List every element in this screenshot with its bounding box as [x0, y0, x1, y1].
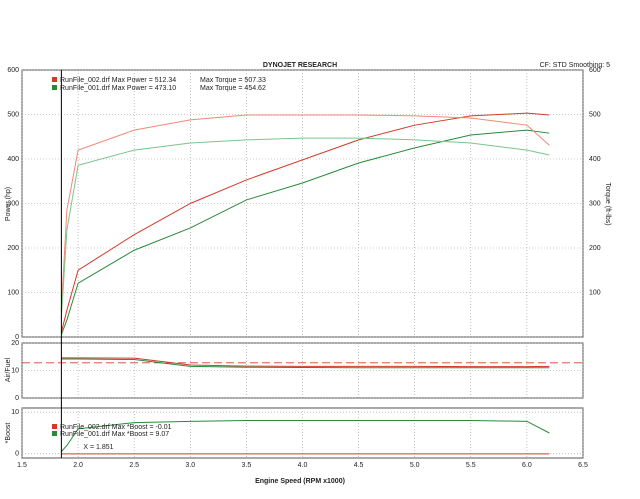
y-tick-label: 0 [15, 334, 19, 341]
y-tick-label: 10 [11, 409, 19, 416]
legend-entry: RunFile_002.drf Max Power = 512.34 [60, 77, 176, 84]
x-tick-label: 3.5 [242, 462, 252, 469]
x-tick-label: 2.5 [129, 462, 139, 469]
legend-swatch [52, 85, 57, 90]
y2-tick-label: 600 [589, 67, 601, 74]
legend-entry: Max Torque = 454.62 [200, 85, 266, 92]
x-tick-label: 4.5 [354, 462, 364, 469]
series-line [60, 129, 550, 335]
series-line [60, 114, 550, 311]
y2-tick-label: 200 [589, 245, 601, 252]
x-tick-label: 1.5 [17, 462, 27, 469]
y-tick-label: 0 [15, 395, 19, 402]
y-tick-label: 0 [15, 451, 19, 458]
legend-swatch [52, 431, 57, 436]
legend-swatch [52, 424, 57, 429]
y-tick-label: 100 [7, 289, 19, 296]
y2-tick-label: 400 [589, 156, 601, 163]
cursor-label: X = 1.851 [83, 444, 113, 451]
chart-subtitle: CF: STD Smoothing: 5 [540, 62, 611, 69]
legend-entry: Max Torque = 507.33 [200, 77, 266, 84]
y-tick-label: 300 [7, 200, 19, 207]
x-tick-label: 6.0 [522, 462, 532, 469]
chart-title: DYNOJET RESEARCH [263, 62, 337, 69]
legend-entry: RunFile_001.drf Max Power = 473.10 [60, 85, 176, 92]
x-axis-title: Engine Speed (RPM x1000) [255, 478, 345, 485]
x-tick-label: 6.5 [578, 462, 588, 469]
legend-swatch [52, 77, 57, 82]
series-line [60, 137, 550, 320]
y2-tick-label: 500 [589, 111, 601, 118]
series-line [60, 420, 550, 453]
series-line [61, 357, 550, 368]
y-tick-label: 600 [7, 67, 19, 74]
y2-tick-label: 300 [589, 200, 601, 207]
y-tick-label: 200 [7, 245, 19, 252]
y-tick-label: 20 [11, 340, 19, 347]
boost-axis-title: *Boost [5, 423, 12, 444]
x-tick-label: 5.0 [410, 462, 420, 469]
x-tick-label: 4.0 [298, 462, 308, 469]
y-axis-title: Power (hp) [5, 187, 12, 221]
series-line [61, 358, 550, 369]
x-tick-label: 5.5 [466, 462, 476, 469]
series-line [60, 112, 550, 333]
y-tick-label: 10 [11, 367, 19, 374]
y2-tick-label: 100 [589, 289, 601, 296]
y-tick-label: 400 [7, 156, 19, 163]
afr-axis-title: Air/Fuel [5, 358, 12, 383]
legend-entry: RunFile_001.drf Max *Boost = 9.07 [60, 431, 169, 438]
y2-axis-title: Torque (ft-lbs) [604, 182, 611, 225]
legend-entry: RunFile_002.drf Max *Boost = -0.01 [60, 424, 172, 431]
x-tick-label: 3.0 [185, 462, 195, 469]
x-tick-label: 2.0 [73, 462, 83, 469]
y-tick-label: 500 [7, 111, 19, 118]
